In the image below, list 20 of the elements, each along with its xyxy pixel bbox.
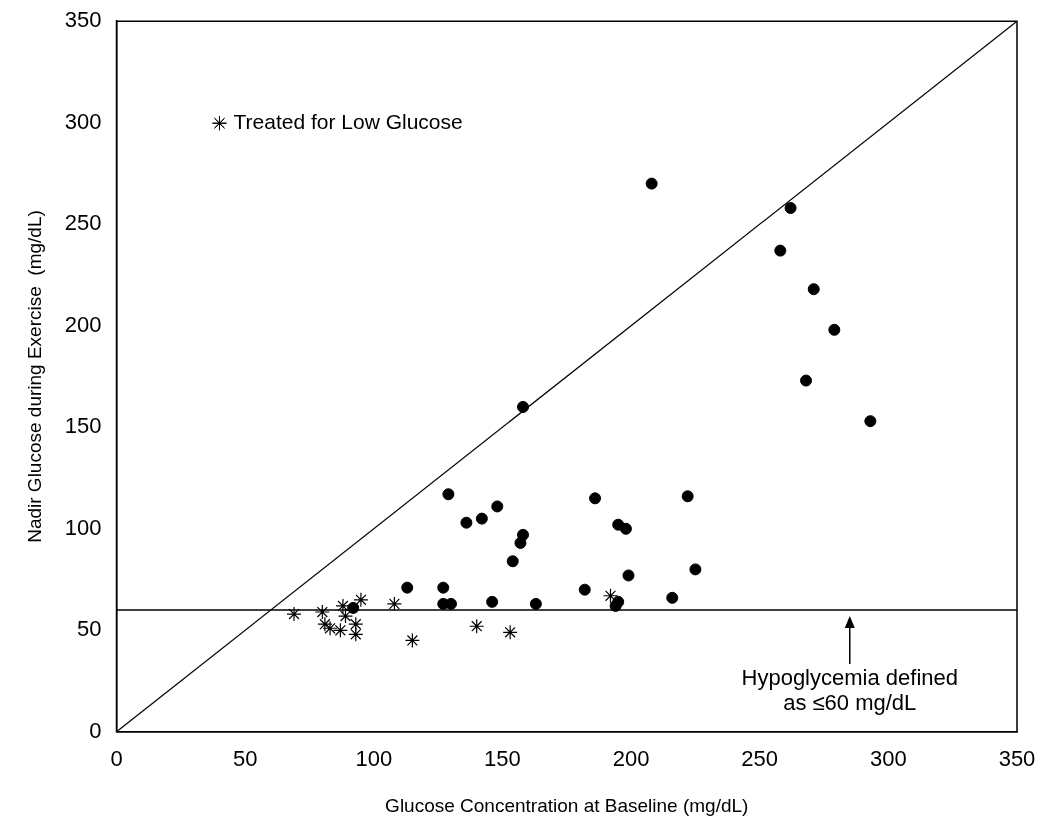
y-tick-label: 300 xyxy=(64,108,102,134)
y-tick-label: 250 xyxy=(64,210,102,236)
y-tick-label: 50 xyxy=(77,616,102,642)
x-tick-label: 50 xyxy=(232,746,258,772)
x-tick-label: 200 xyxy=(612,746,650,772)
annotation: Hypoglycemia defined as ≤60 mg/dL xyxy=(741,665,958,716)
x-tick-label: 250 xyxy=(741,746,779,772)
y-tick-label: 200 xyxy=(64,311,102,337)
x-tick-label: 300 xyxy=(870,746,907,772)
legend-label: Treated for Low Glucose xyxy=(233,110,463,133)
y-axis-title: Nadir Glucose during Exercise (mg/dL) xyxy=(23,210,45,543)
y-tick-label: 150 xyxy=(64,413,102,439)
y-tick-label: 0 xyxy=(89,717,102,743)
y-tick-label: 100 xyxy=(64,514,102,540)
x-axis-title: Glucose Concentration at Baseline (mg/dL) xyxy=(385,794,749,816)
y-tick-label: 350 xyxy=(64,7,102,33)
x-tick-label: 150 xyxy=(484,746,521,772)
x-tick-label: 0 xyxy=(110,746,123,772)
x-tick-label: 350 xyxy=(998,746,1036,772)
x-tick-label: 100 xyxy=(355,746,393,772)
